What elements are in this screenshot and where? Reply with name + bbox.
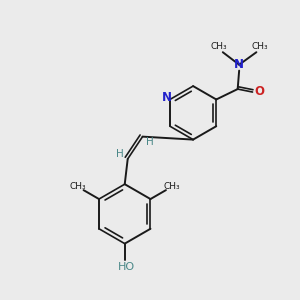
Text: CH₃: CH₃ <box>252 42 268 51</box>
Text: H: H <box>116 149 124 159</box>
Text: H: H <box>146 136 154 147</box>
Text: CH₃: CH₃ <box>70 182 86 191</box>
Text: N: N <box>162 91 172 103</box>
Text: CH₃: CH₃ <box>163 182 180 191</box>
Text: HO: HO <box>118 262 135 272</box>
Text: CH₃: CH₃ <box>211 42 227 51</box>
Text: N: N <box>234 58 244 71</box>
Text: O: O <box>254 85 264 98</box>
